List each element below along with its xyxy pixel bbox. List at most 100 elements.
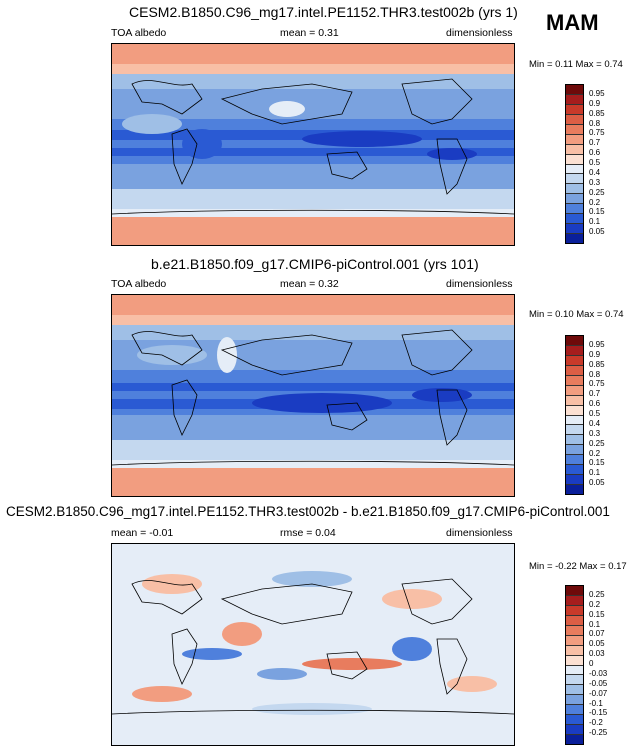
panel3-rmse: rmse = 0.04 (280, 527, 336, 539)
colorbar-swatch (566, 415, 583, 426)
colorbar-swatch (566, 164, 583, 175)
colorbar-swatch (566, 715, 583, 726)
colorbar-swatch (566, 475, 583, 486)
panel1-colorbar (565, 84, 584, 244)
colorbar-tick-label: 0.1 (589, 217, 601, 227)
panel3-mean: mean = -0.01 (111, 527, 174, 539)
colorbar-tick-label: 0.85 (589, 108, 605, 118)
panel2-map-field (112, 295, 514, 496)
colorbar-swatch (566, 455, 583, 466)
colorbar-swatch (566, 485, 583, 494)
panel2-units: dimensionless (446, 278, 513, 290)
colorbar-tick-label: 0.6 (589, 148, 601, 158)
colorbar-swatch (566, 385, 583, 396)
colorbar-tick-label: 0.2 (589, 599, 601, 609)
colorbar-tick-label: 0.2 (589, 197, 601, 207)
colorbar-tick-label: -0.03 (589, 668, 608, 678)
panel1-variable: TOA albedo (111, 27, 167, 39)
colorbar-swatch (566, 445, 583, 456)
colorbar-swatch (566, 405, 583, 416)
colorbar-tick-label: 0.05 (589, 639, 605, 649)
colorbar-swatch (566, 465, 583, 476)
colorbar-swatch (566, 655, 583, 666)
colorbar-swatch (566, 435, 583, 446)
colorbar-tick-label: 0.6 (589, 399, 601, 409)
panel3-map (111, 543, 515, 746)
colorbar-tick-label: 0.7 (589, 138, 601, 148)
colorbar-tick-label: 0.15 (589, 207, 605, 217)
colorbar-swatch (566, 695, 583, 706)
colorbar-tick-label: 0.5 (589, 158, 601, 167)
panel1-map-field (112, 44, 514, 245)
colorbar-swatch (566, 336, 583, 346)
colorbar-swatch (566, 615, 583, 626)
colorbar-tick-label: 0.03 (589, 649, 605, 659)
colorbar-tick-label: -0.15 (589, 708, 608, 718)
colorbar-swatch (566, 725, 583, 736)
colorbar-tick-label: 0.1 (589, 619, 601, 629)
colorbar-tick-label: 0.25 (589, 187, 605, 197)
colorbar-tick-label: 0.15 (589, 458, 605, 468)
panel1-units: dimensionless (446, 27, 513, 39)
colorbar-tick-label: 0.8 (589, 118, 601, 128)
panel2-mean: mean = 0.32 (280, 278, 339, 290)
colorbar-tick-label: 0.2 (589, 448, 601, 458)
colorbar-swatch (566, 595, 583, 606)
colorbar-tick-label: -0.25 (589, 728, 608, 738)
colorbar-swatch (566, 104, 583, 115)
colorbar-tick-label: 0.5 (589, 409, 601, 418)
colorbar-swatch (566, 425, 583, 436)
colorbar-tick-label: 0.9 (589, 98, 601, 108)
colorbar-swatch (566, 705, 583, 716)
colorbar-swatch (566, 365, 583, 376)
colorbar-swatch (566, 144, 583, 155)
colorbar-tick-label: 0.1 (589, 468, 601, 478)
colorbar-swatch (566, 124, 583, 135)
colorbar-tick-label: -0.05 (589, 678, 608, 688)
colorbar-tick-label: -0.2 (589, 718, 603, 728)
colorbar-tick-label: 0.4 (589, 418, 601, 428)
colorbar-tick-label: 0.7 (589, 389, 601, 399)
colorbar-swatch (566, 625, 583, 636)
colorbar-tick-label: 0.8 (589, 369, 601, 379)
colorbar-tick-label: 0.75 (589, 128, 605, 138)
colorbar-tick-label: 0.25 (589, 589, 605, 599)
panel2-title: b.e21.B1850.f09_g17.CMIP6-piControl.001 … (151, 256, 479, 272)
colorbar-swatch (566, 184, 583, 195)
colorbar-swatch (566, 345, 583, 356)
colorbar-tick-label: 0.95 (589, 88, 605, 98)
panel3-minmax: Min = -0.22 Max = 0.17 (529, 561, 627, 572)
colorbar-tick-label: 0.95 (589, 339, 605, 349)
colorbar-swatch (566, 234, 583, 243)
colorbar-swatch (566, 635, 583, 646)
season-label: MAM (546, 10, 599, 35)
colorbar-swatch (566, 134, 583, 145)
panel3-title: CESM2.B1850.C96_mg17.intel.PE1152.THR3.t… (6, 504, 610, 519)
colorbar-swatch (566, 114, 583, 125)
panel3-colorbar (565, 585, 584, 745)
colorbar-swatch (566, 204, 583, 215)
colorbar-swatch (566, 645, 583, 656)
colorbar-swatch (566, 675, 583, 686)
colorbar-tick-label: 0.85 (589, 359, 605, 369)
panel3-map-field (112, 544, 514, 745)
colorbar-tick-label: 0.07 (589, 629, 605, 639)
panel3-units: dimensionless (446, 527, 513, 539)
colorbar-tick-label: 0.05 (589, 478, 605, 488)
colorbar-swatch (566, 586, 583, 596)
colorbar-tick-label: 0.05 (589, 227, 605, 237)
colorbar-tick-label: -0.1 (589, 698, 603, 708)
colorbar-swatch (566, 174, 583, 185)
colorbar-swatch (566, 85, 583, 95)
panel1-title: CESM2.B1850.C96_mg17.intel.PE1152.THR3.t… (129, 4, 518, 20)
colorbar-swatch (566, 665, 583, 676)
colorbar-swatch (566, 685, 583, 696)
colorbar-tick-label: 0.75 (589, 379, 605, 389)
colorbar-tick-label: 0 (589, 659, 594, 668)
colorbar-swatch (566, 214, 583, 225)
colorbar-swatch (566, 605, 583, 616)
colorbar-swatch (566, 94, 583, 105)
colorbar-tick-label: -0.07 (589, 688, 608, 698)
colorbar-swatch (566, 355, 583, 366)
colorbar-swatch (566, 194, 583, 205)
